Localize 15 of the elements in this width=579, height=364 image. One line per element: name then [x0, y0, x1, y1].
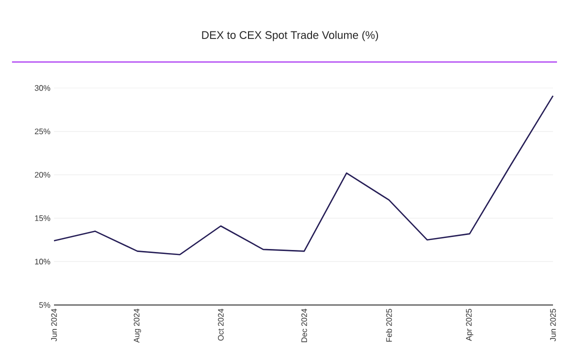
x-tick-label: Feb 2025	[386, 308, 392, 342]
y-tick-label: 30%	[34, 85, 50, 91]
chart-title: DEX to CEX Spot Trade Volume (%)	[202, 30, 378, 42]
x-tick-label: Oct 2024	[218, 308, 224, 341]
line-series	[53, 95, 554, 256]
y-tick-label: 5%	[39, 302, 50, 308]
x-tick-label: Jun 2025	[550, 308, 556, 342]
x-tick-label: Dec 2024	[301, 308, 308, 342]
y-tick-label: 10%	[35, 258, 50, 264]
y-tick-label: 20%	[34, 172, 50, 178]
x-tick-label: Jun 2024	[51, 308, 57, 342]
y-tick-label: 25%	[34, 128, 50, 134]
x-tick-label: Aug 2024	[134, 308, 142, 343]
y-tick-label: 15%	[35, 215, 50, 222]
x-tick-label: Apr 2025	[466, 308, 474, 341]
